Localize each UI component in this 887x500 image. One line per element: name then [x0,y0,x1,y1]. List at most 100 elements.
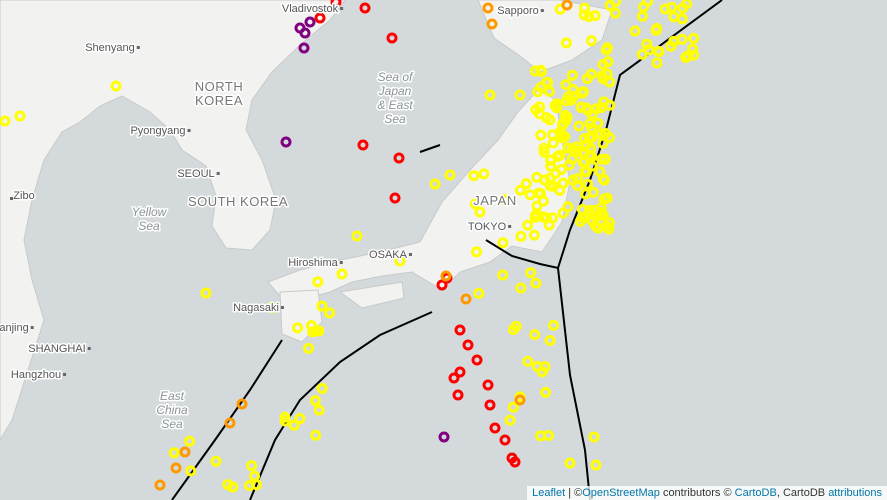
quake-marker [110,80,122,92]
quake-marker [547,137,559,149]
quake-marker [482,2,494,14]
quake-marker [535,129,547,141]
osm-link[interactable]: OpenStreetMap [582,487,660,499]
attr-text: contributors © [662,487,732,499]
quake-marker [310,429,322,441]
quake-marker [462,339,474,351]
quake-marker [636,48,648,60]
quake-marker [665,40,677,52]
quake-marker [0,115,11,127]
quake-marker [288,419,300,431]
quake-marker [578,133,590,145]
quake-marker [292,322,304,334]
quake-marker [305,320,317,332]
quake-marker [542,76,554,88]
quake-marker [596,153,608,165]
quake-marker [540,212,552,224]
cartodb-link[interactable]: CartoDB [734,487,777,499]
quake-marker [473,287,485,299]
quake-marker [454,324,466,336]
quake-marker [528,229,540,241]
city-dot [136,46,140,49]
quake-marker [651,57,663,69]
quake-marker [549,167,561,179]
attributions-link[interactable]: attributions [828,487,882,499]
quake-marker [251,479,263,491]
quake-marker [460,293,472,305]
quake-marker [469,198,481,210]
city-label: OSAKA [369,249,408,261]
quake-marker [312,276,324,288]
quake-marker [280,136,292,148]
quake-marker [638,1,650,13]
quake-marker [478,168,490,180]
city-dot [340,7,344,10]
quake-marker [224,417,236,429]
quake-marker [514,89,526,101]
quake-marker [246,460,258,472]
quake-marker [522,355,534,367]
city-dot [87,347,91,350]
quake-marker [515,282,527,294]
quake-marker [564,457,576,469]
quake-marker [531,200,543,212]
quake-marker [586,122,598,134]
quake-marker [595,128,607,140]
city-dot [187,129,191,132]
quake-marker [531,171,543,183]
quake-marker [303,342,315,354]
quake-marker [572,179,584,191]
label-line: Japan [378,84,412,98]
quake-marker [547,212,559,224]
sea-label: Sea of Japan & East Sea [377,70,414,126]
quake-marker [486,18,498,30]
quake-marker [444,169,456,181]
city-label: Zibo [13,190,34,202]
quake-marker [529,65,541,77]
quake-marker [200,287,212,299]
quake-marker [386,32,398,44]
quake-marker [482,379,494,391]
quake-marker [582,178,594,190]
quake-marker [575,101,587,113]
city-label: SEOUL [177,168,214,180]
quake-marker [530,277,542,289]
quake-marker [515,230,527,242]
country-label: NORTH KOREA [195,79,243,108]
quake-marker [559,109,571,121]
quake-marker [545,160,557,172]
quake-marker [524,189,536,201]
city-dot [10,197,13,200]
quake-marker [676,33,688,45]
quake-marker [514,184,526,196]
quake-marker [581,102,593,114]
quake-marker [316,300,328,312]
label-line: Sea of [378,70,414,84]
quake-marker [468,170,480,182]
city-label: Nagasaki [233,302,279,314]
leaflet-link[interactable]: Leaflet [532,487,566,499]
quake-marker [210,455,222,467]
label-line: Yellow [132,205,168,219]
sea-label: East China Sea [156,389,188,431]
city-label: TOKYO [468,221,507,233]
quake-marker [236,398,248,410]
quake-marker [609,7,621,19]
quake-marker [583,132,595,144]
land [0,0,613,441]
quake-marker [577,86,589,98]
quake-marker [535,66,547,78]
quake-marker [393,152,405,164]
quake-marker [309,395,321,407]
quake-marker [595,202,607,214]
quake-marker [587,186,599,198]
quake-marker [438,431,450,443]
quake-marker [659,3,671,15]
quake-marker [560,79,572,91]
quake-marker [597,58,609,70]
quake-marker [586,160,598,172]
quake-marker [551,151,563,163]
city-label: Vladivostok [282,3,339,15]
quake-marker [641,38,653,50]
